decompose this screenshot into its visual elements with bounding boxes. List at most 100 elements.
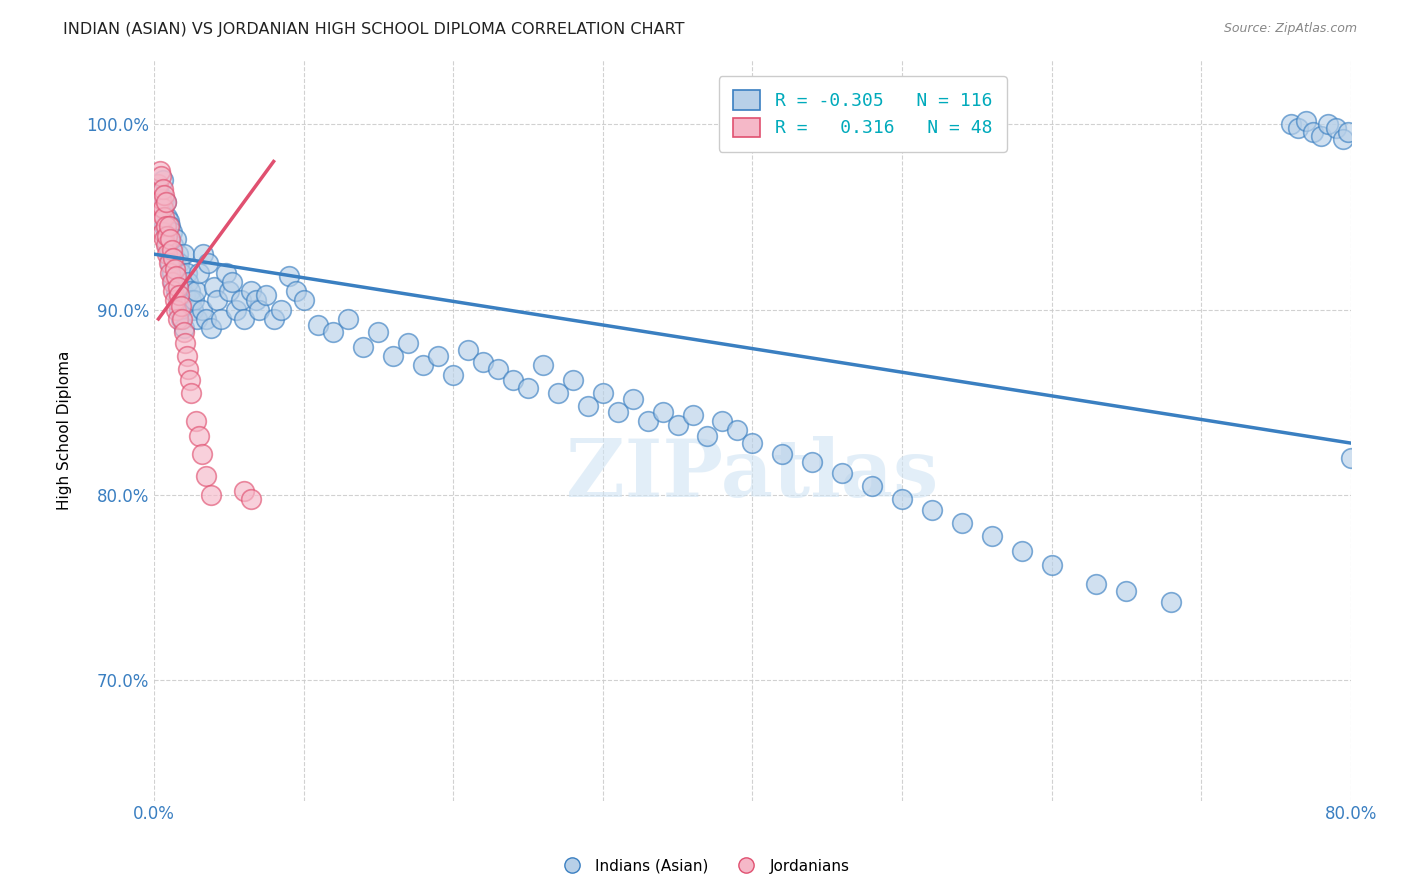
Point: [651, 404, 673, 418]
Point: [205, 293, 228, 308]
Point: [174, 336, 197, 351]
Point: [169, 256, 191, 270]
Point: [153, 192, 176, 206]
Point: [711, 414, 734, 428]
Point: [157, 247, 180, 261]
Point: [191, 447, 214, 461]
Point: [153, 232, 176, 246]
Point: [155, 228, 177, 243]
Point: [172, 275, 194, 289]
Point: [167, 247, 190, 261]
Point: [150, 214, 173, 228]
Point: [152, 173, 174, 187]
Y-axis label: High School Diploma: High School Diploma: [58, 351, 72, 510]
Point: [176, 349, 198, 363]
Point: [285, 284, 308, 298]
Point: [1302, 125, 1324, 139]
Point: [770, 447, 793, 461]
Point: [184, 414, 207, 428]
Point: [183, 293, 205, 308]
Point: [682, 409, 704, 423]
Point: [396, 336, 419, 351]
Point: [202, 280, 225, 294]
Point: [270, 302, 292, 317]
Point: [741, 436, 763, 450]
Point: [292, 293, 315, 308]
Point: [232, 312, 254, 326]
Point: [163, 261, 186, 276]
Point: [176, 266, 198, 280]
Point: [502, 373, 524, 387]
Point: [637, 414, 659, 428]
Point: [177, 275, 200, 289]
Point: [1331, 132, 1354, 146]
Point: [232, 484, 254, 499]
Point: [950, 516, 973, 530]
Point: [209, 312, 232, 326]
Point: [352, 340, 374, 354]
Point: [157, 256, 180, 270]
Point: [160, 225, 183, 239]
Point: [170, 299, 193, 313]
Point: [322, 325, 344, 339]
Point: [337, 312, 360, 326]
Point: [152, 182, 174, 196]
Text: Source: ZipAtlas.com: Source: ZipAtlas.com: [1223, 22, 1357, 36]
Point: [254, 288, 277, 302]
Point: [155, 238, 177, 252]
Point: [1286, 121, 1309, 136]
Point: [860, 478, 883, 492]
Point: [149, 192, 172, 206]
Point: [163, 251, 186, 265]
Point: [486, 362, 509, 376]
Point: [1279, 118, 1302, 132]
Point: [193, 247, 215, 261]
Point: [162, 238, 184, 252]
Point: [801, 454, 824, 468]
Point: [157, 214, 180, 228]
Point: [197, 256, 219, 270]
Point: [666, 417, 689, 432]
Point: [277, 269, 299, 284]
Point: [890, 491, 912, 506]
Point: [162, 284, 184, 298]
Point: [150, 169, 173, 184]
Point: [156, 228, 179, 243]
Point: [472, 354, 495, 368]
Point: [1295, 113, 1317, 128]
Point: [173, 325, 195, 339]
Point: [167, 280, 190, 294]
Point: [457, 343, 479, 358]
Point: [576, 399, 599, 413]
Point: [696, 428, 718, 442]
Point: [167, 293, 190, 308]
Point: [215, 266, 238, 280]
Point: [170, 266, 193, 280]
Point: [177, 362, 200, 376]
Point: [169, 302, 191, 317]
Point: [1340, 450, 1362, 465]
Point: [1317, 118, 1340, 132]
Point: [149, 206, 172, 220]
Point: [148, 195, 170, 210]
Point: [427, 349, 450, 363]
Point: [561, 373, 583, 387]
Point: [1040, 558, 1063, 573]
Point: [172, 312, 194, 326]
Point: [153, 219, 176, 234]
Point: [150, 192, 173, 206]
Point: [516, 380, 538, 394]
Point: [195, 312, 218, 326]
Point: [148, 182, 170, 196]
Point: [1324, 121, 1347, 136]
Point: [162, 275, 184, 289]
Point: [1085, 577, 1108, 591]
Point: [155, 219, 177, 234]
Point: [159, 266, 181, 280]
Point: [218, 284, 240, 298]
Point: [160, 275, 183, 289]
Point: [179, 373, 201, 387]
Point: [1337, 125, 1360, 139]
Point: [173, 321, 195, 335]
Point: [382, 349, 405, 363]
